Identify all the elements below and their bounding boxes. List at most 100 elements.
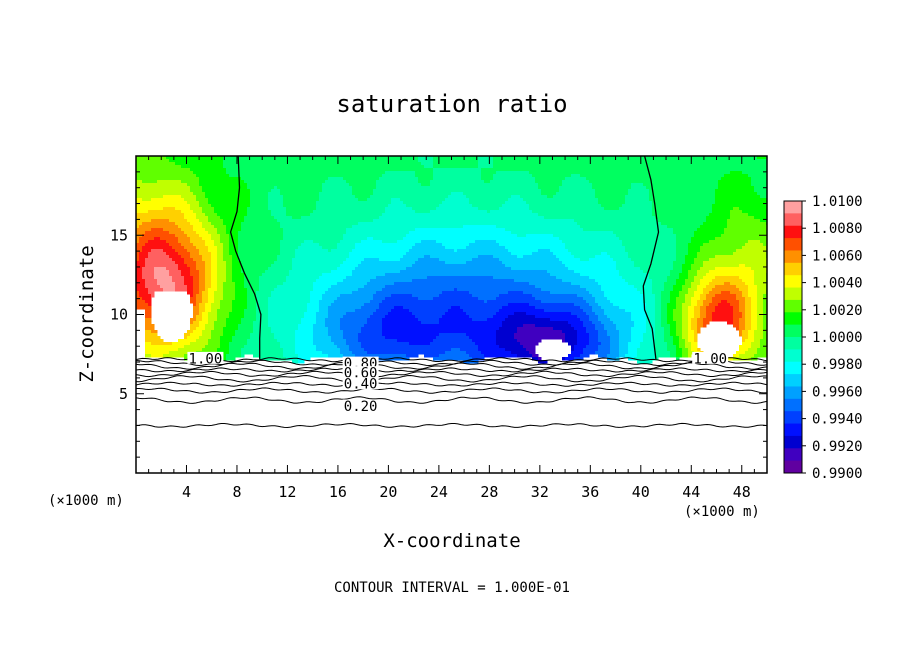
heat-cell	[322, 300, 326, 304]
heat-cell	[319, 258, 323, 262]
heat-cell	[187, 159, 191, 163]
heat-cell	[235, 213, 239, 217]
heat-cell	[238, 252, 242, 256]
heat-cell	[304, 276, 308, 280]
heat-cell	[232, 294, 236, 298]
heat-cell	[229, 336, 233, 340]
heat-cell	[184, 240, 188, 244]
heat-cell	[268, 249, 272, 253]
heat-cell	[217, 189, 221, 193]
heat-cell	[322, 330, 326, 334]
heat-cell	[322, 324, 326, 328]
heat-cell	[256, 249, 260, 253]
heat-cell	[307, 276, 311, 280]
heat-cell	[139, 159, 143, 163]
heat-cell	[367, 171, 371, 175]
heat-cell	[142, 219, 146, 223]
heat-cell	[286, 177, 290, 181]
heat-cell	[352, 318, 356, 322]
heat-cell	[238, 333, 242, 337]
heat-cell	[325, 207, 329, 211]
heat-cell	[271, 198, 275, 202]
heat-cell	[361, 336, 365, 340]
heat-cell	[199, 231, 203, 235]
heat-cell	[280, 195, 284, 199]
heat-cell	[244, 246, 248, 250]
heat-cell	[328, 192, 332, 196]
heat-cell	[232, 261, 236, 265]
heat-cell	[367, 183, 371, 187]
heat-cell	[217, 333, 221, 337]
heat-cell	[295, 255, 299, 259]
heat-cell	[208, 204, 212, 208]
heat-cell	[271, 183, 275, 187]
heat-cell	[292, 246, 296, 250]
heat-cell	[214, 159, 218, 163]
heat-cell	[247, 207, 251, 211]
heat-cell	[235, 186, 239, 190]
heat-cell	[304, 336, 308, 340]
heat-cell	[223, 315, 227, 319]
heat-cell	[301, 222, 305, 226]
heat-cell	[202, 255, 206, 259]
heat-cell	[223, 276, 227, 280]
heat-cell	[244, 210, 248, 214]
heat-cell	[316, 270, 320, 274]
heat-cell	[154, 348, 158, 352]
heat-cell	[214, 207, 218, 211]
heat-cell	[352, 291, 356, 295]
heat-cell	[229, 216, 233, 220]
heat-cell	[283, 351, 287, 355]
heat-cell	[187, 276, 191, 280]
heat-cell	[265, 282, 269, 286]
heat-cell	[256, 219, 260, 223]
heat-cell	[208, 171, 212, 175]
heat-cell	[334, 285, 338, 289]
heat-cell	[328, 204, 332, 208]
heat-cell	[295, 345, 299, 349]
heat-cell	[277, 333, 281, 337]
heat-cell	[367, 180, 371, 184]
heat-cell	[355, 309, 359, 313]
heat-cell	[343, 270, 347, 274]
heat-cell	[163, 159, 167, 163]
heat-cell	[322, 306, 326, 310]
heat-cell	[193, 246, 197, 250]
heat-cell	[313, 156, 317, 160]
heat-cell	[322, 342, 326, 346]
heat-cell	[295, 246, 299, 250]
heat-cell	[349, 165, 353, 169]
heat-cell	[241, 297, 245, 301]
heat-cell	[178, 231, 182, 235]
heat-cell	[322, 189, 326, 193]
heat-cell	[340, 273, 344, 277]
heat-cell	[184, 345, 188, 349]
heat-cell	[313, 264, 317, 268]
heat-cell	[136, 246, 140, 250]
heat-cell	[313, 354, 317, 358]
heat-cell	[256, 171, 260, 175]
heat-cell	[271, 321, 275, 325]
heat-cell	[268, 216, 272, 220]
heat-cell	[331, 297, 335, 301]
heat-cell	[226, 252, 230, 256]
heat-cell	[334, 336, 338, 340]
heat-cell	[181, 171, 185, 175]
heat-cell	[319, 351, 323, 355]
heat-cell	[337, 339, 341, 343]
heat-cell	[139, 189, 143, 193]
heat-cell	[199, 279, 203, 283]
heat-cell	[346, 300, 350, 304]
heat-cell	[160, 345, 164, 349]
heat-cell	[142, 171, 146, 175]
heat-cell	[181, 249, 185, 253]
heat-cell	[325, 243, 329, 247]
heat-cell	[214, 255, 218, 259]
heat-cell	[244, 222, 248, 226]
heat-cell	[358, 354, 362, 358]
heat-cell	[304, 288, 308, 292]
heat-cell	[238, 213, 242, 217]
heat-cell	[319, 312, 323, 316]
heat-cell	[196, 189, 200, 193]
heat-cell	[172, 279, 176, 283]
